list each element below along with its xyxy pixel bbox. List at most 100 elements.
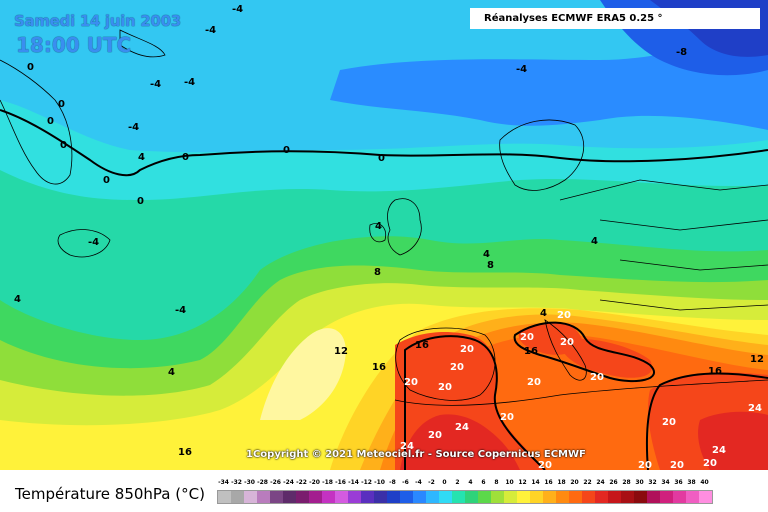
scale-label: 34	[661, 479, 670, 486]
isotherm-label: 4	[168, 367, 175, 378]
scale-label: 6	[481, 479, 486, 486]
isotherm-label: 0	[378, 153, 385, 164]
scale-label: -24	[283, 479, 294, 486]
scale-swatch	[348, 491, 361, 503]
scale-label: -2	[428, 479, 435, 486]
scale-label: 40	[700, 479, 709, 486]
scale-swatch	[400, 491, 413, 503]
scale-label: -22	[296, 479, 307, 486]
scale-swatch	[335, 491, 348, 503]
scale-label: -10	[374, 479, 385, 486]
scale-label: -20	[309, 479, 320, 486]
legend: Température 850hPa (°C)	[0, 470, 768, 512]
scale-swatch	[569, 491, 582, 503]
scale-swatch	[465, 491, 478, 503]
scale-label: 2	[455, 479, 460, 486]
scale-swatch	[595, 491, 608, 503]
scale-swatch	[231, 491, 244, 503]
scale-label: 4	[468, 479, 473, 486]
isotherm-label: 16	[415, 340, 429, 351]
isotherm-label: 4	[591, 236, 598, 247]
scale-label: 26	[609, 479, 618, 486]
scale-swatch	[374, 491, 387, 503]
isotherm-label: 4	[483, 249, 490, 260]
isotherm-label: 4	[14, 294, 21, 305]
coastlines	[0, 29, 768, 406]
isotherm-label: 16	[708, 366, 722, 377]
map-date: Samedi 14 juin 2003	[14, 12, 181, 30]
scale-swatch	[686, 491, 699, 503]
scale-label: 24	[596, 479, 605, 486]
source-label: Réanalyses ECMWF ERA5 0.25 °	[470, 8, 760, 29]
isotherm-label: 20	[404, 377, 418, 388]
scale-swatch	[621, 491, 634, 503]
isotherm-label: 20	[638, 460, 652, 470]
scale-swatch	[296, 491, 309, 503]
scale-label: 8	[494, 479, 499, 486]
scale-label: -8	[389, 479, 396, 486]
scale-label: -6	[402, 479, 409, 486]
isotherm-label: 20	[500, 412, 514, 423]
isotherm-label: 24	[455, 422, 469, 433]
isotherm-label: 0	[182, 152, 189, 163]
scale-swatch	[283, 491, 296, 503]
scale-swatch	[491, 491, 504, 503]
scale-label: -28	[257, 479, 268, 486]
isotherm-label: -4	[516, 64, 527, 75]
isotherm-label: -8	[676, 47, 687, 58]
isotherm-label: -4	[88, 237, 99, 248]
isotherm-label: 12	[334, 346, 348, 357]
scale-swatch	[634, 491, 647, 503]
scale-swatch	[309, 491, 322, 503]
scale-swatch	[660, 491, 673, 503]
isotherm-label: 20	[450, 362, 464, 373]
isotherm-label: 0	[283, 145, 290, 156]
isotherm-labels: -4 -4 -4 -4 -4 -4 -4 -4 -8 0 0 0 0 0 0 0…	[14, 4, 764, 470]
scale-swatch	[582, 491, 595, 503]
scale-label: 38	[687, 479, 696, 486]
scale-label: -4	[415, 479, 422, 486]
copyright-notice: 1Copyright © 2021 Meteociel.fr - Source …	[246, 449, 586, 460]
scale-swatch	[517, 491, 530, 503]
isotherm-label: 20	[460, 344, 474, 355]
isotherm-label: 8	[487, 260, 494, 271]
isotherm-label: 20	[527, 377, 541, 388]
isotherm-label: 20	[438, 382, 452, 393]
isotherm-label: 0	[103, 175, 110, 186]
scale-label: -26	[270, 479, 281, 486]
scale-swatch	[426, 491, 439, 503]
color-scale-bar	[217, 490, 713, 504]
scale-label: 18	[557, 479, 566, 486]
isotherm-label: 24	[712, 445, 726, 456]
scale-swatch	[413, 491, 426, 503]
scale-label: -16	[335, 479, 346, 486]
scale-label: 28	[622, 479, 631, 486]
scale-label: -12	[361, 479, 372, 486]
isotherm-label: 0	[47, 116, 54, 127]
scale-swatch	[452, 491, 465, 503]
isotherm-label: 20	[703, 458, 717, 469]
scale-label: 32	[648, 479, 657, 486]
scale-label: 10	[505, 479, 514, 486]
scale-swatch	[387, 491, 400, 503]
isotherm-label: 16	[178, 447, 192, 458]
isotherm-label: 24	[748, 403, 762, 414]
isotherm-label: 20	[557, 310, 571, 321]
scale-label: -32	[231, 479, 242, 486]
isotherm-label: -4	[232, 4, 243, 15]
legend-title: Température 850hPa (°C)	[15, 485, 205, 503]
scale-swatch	[361, 491, 374, 503]
scale-label: -18	[322, 479, 333, 486]
scale-label: 30	[635, 479, 644, 486]
isotherm-label: -4	[175, 305, 186, 316]
isotherm-label: 20	[538, 460, 552, 470]
weather-map: -4 -4 -4 -4 -4 -4 -4 -4 -8 0 0 0 0 0 0 0…	[0, 0, 768, 470]
isotherm-label: 4	[375, 221, 382, 232]
isotherm-label: 0	[137, 196, 144, 207]
scale-swatch	[439, 491, 452, 503]
scale-swatch	[270, 491, 283, 503]
isotherm-label: -4	[150, 79, 161, 90]
scale-swatch	[322, 491, 335, 503]
scale-swatch	[244, 491, 257, 503]
scale-swatch	[530, 491, 543, 503]
